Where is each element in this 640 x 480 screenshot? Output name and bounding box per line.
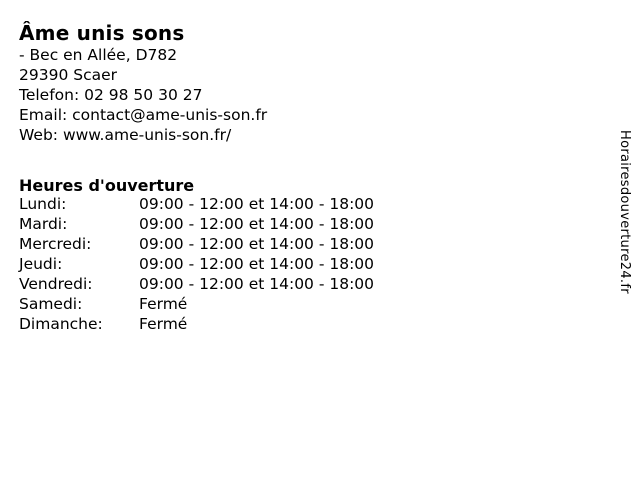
time-value: 09:00 - 12:00 et 14:00 - 18:00 <box>139 195 375 213</box>
table-row: Mercredi: 09:00 - 12:00 et 14:00 - 18:00 <box>19 234 374 254</box>
contact-block: - Bec en Allée, D782 29390 Scaer Telefon… <box>19 45 267 145</box>
web-line: Web: www.ame-unis-son.fr/ <box>19 126 232 144</box>
table-row: Dimanche: Fermé <box>19 314 374 334</box>
day-label: Mercredi: <box>19 235 92 253</box>
time-value: Fermé <box>139 315 188 333</box>
day-label: Dimanche: <box>19 315 103 333</box>
opening-hours-table: Lundi: 09:00 - 12:00 et 14:00 - 18:00 Ma… <box>19 194 374 334</box>
table-row: Samedi: Fermé <box>19 294 374 314</box>
time-value: Fermé <box>139 295 188 313</box>
email-line: Email: contact@ame-unis-son.fr <box>19 106 268 124</box>
table-row: Mardi: 09:00 - 12:00 et 14:00 - 18:00 <box>19 214 374 234</box>
opening-hours-heading: Heures d'ouverture <box>19 176 195 196</box>
table-row: Jeudi: 09:00 - 12:00 et 14:00 - 18:00 <box>19 254 374 274</box>
site-watermark: Horairesdouverture24.fr <box>617 130 632 294</box>
phone-line: Telefon: 02 98 50 30 27 <box>19 86 203 104</box>
time-value: 09:00 - 12:00 et 14:00 - 18:00 <box>139 235 375 253</box>
day-label: Mardi: <box>19 215 68 233</box>
time-value: 09:00 - 12:00 et 14:00 - 18:00 <box>139 255 375 273</box>
day-label: Jeudi: <box>19 255 63 273</box>
table-row: Vendredi: 09:00 - 12:00 et 14:00 - 18:00 <box>19 274 374 294</box>
day-label: Samedi: <box>19 295 83 313</box>
day-label: Lundi: <box>19 195 67 213</box>
time-value: 09:00 - 12:00 et 14:00 - 18:00 <box>139 275 375 293</box>
address-line-1: - Bec en Allée, D782 <box>19 46 178 64</box>
address-line-2: 29390 Scaer <box>19 66 118 84</box>
day-label: Vendredi: <box>19 275 93 293</box>
time-value: 09:00 - 12:00 et 14:00 - 18:00 <box>139 215 375 233</box>
table-row: Lundi: 09:00 - 12:00 et 14:00 - 18:00 <box>19 194 374 214</box>
page-title: Âme unis sons <box>19 21 185 46</box>
